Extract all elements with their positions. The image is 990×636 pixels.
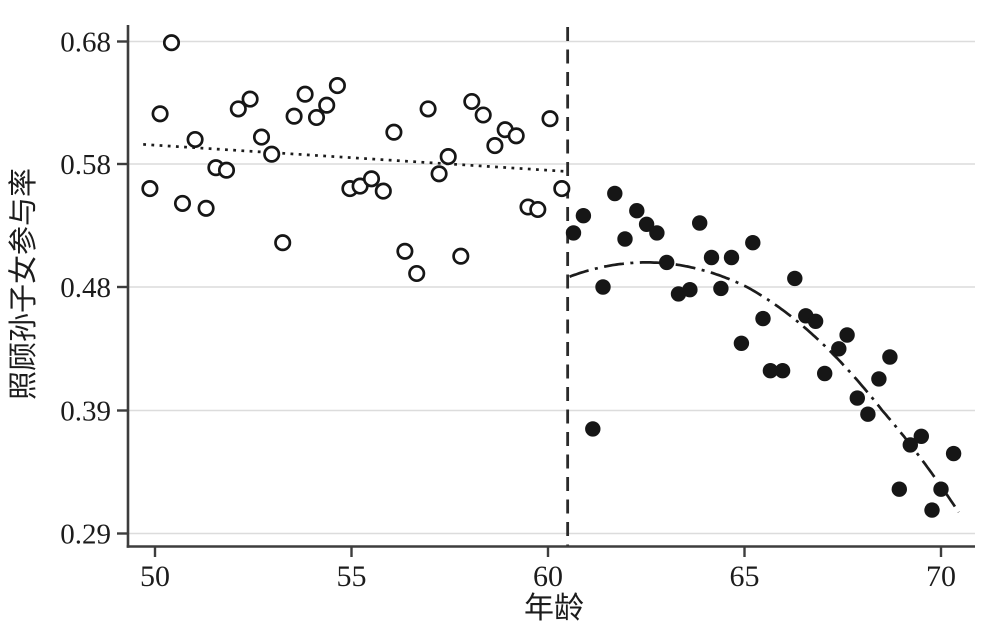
scatter-point-filled: [682, 282, 698, 298]
scatter-point-open: [474, 106, 492, 124]
scatter-point-filled: [831, 341, 847, 357]
fit-line-left-dotted: [143, 143, 566, 173]
scatter-point-filled: [882, 349, 898, 365]
x-tick-label: 55: [337, 560, 367, 593]
scatter-point-filled: [595, 279, 611, 295]
scatter-point-open: [197, 199, 215, 217]
scatter-point-filled: [817, 365, 833, 382]
scatter-point-filled: [891, 481, 907, 497]
scatter-point-filled: [659, 254, 675, 271]
scatter-point-open: [318, 96, 336, 114]
y-axis-title: 照顾孙子女参与率: [7, 168, 40, 400]
scatter-point-filled: [585, 421, 601, 437]
scatter-point-filled: [924, 502, 940, 518]
scatter-point-open: [263, 145, 281, 163]
axes-layer: 0.68 0.58 0.48 0.39 0.29 50 55 60 65 70: [60, 25, 975, 593]
scatter-point-open: [307, 108, 326, 127]
scatter-point-filled: [703, 249, 720, 266]
scatter-point-open: [529, 200, 547, 219]
scatter-point-filled: [692, 215, 708, 231]
scatter-point-filled: [638, 216, 655, 232]
scatter-points-layer: [141, 34, 962, 518]
scatter-point-open: [486, 137, 504, 155]
scatter-point-open: [374, 182, 392, 200]
scatter-point-open: [419, 100, 437, 118]
scatter-point-filled: [933, 481, 949, 497]
scatter-point-open: [186, 130, 204, 149]
scatter-point-filled: [871, 371, 887, 387]
scatter-point-filled: [774, 363, 791, 379]
scatter-point-open: [439, 148, 457, 166]
scatter-point-open: [430, 165, 448, 183]
scatter-point-open: [362, 170, 381, 188]
x-axis-title: 年龄: [524, 592, 584, 625]
scatter-point-open: [541, 110, 559, 128]
x-tick-label: 70: [926, 560, 956, 593]
scatter-point-filled: [733, 335, 750, 351]
scatter-point-filled: [913, 428, 929, 444]
scatter-point-filled: [787, 270, 803, 287]
scatter-point-open: [553, 180, 571, 198]
scatter-point-open: [452, 247, 470, 265]
scatter-point-filled: [902, 437, 918, 453]
scatter-point-filled: [575, 208, 592, 224]
scatter-point-filled: [945, 445, 962, 462]
scatter-point-filled: [807, 313, 824, 329]
x-tick-label: 60: [533, 560, 563, 593]
scatter-point-open: [229, 100, 247, 118]
scatter-point-open: [151, 105, 169, 123]
scatter-point-filled: [849, 390, 865, 406]
gridlines-layer: [128, 40, 975, 535]
scatter-point-open: [141, 180, 159, 198]
scatter-point-open: [463, 92, 481, 111]
scatter-point-filled: [755, 310, 771, 327]
scatter-point-filled: [860, 406, 876, 422]
scatter-point-open: [296, 85, 314, 103]
y-tick-label: 0.39: [60, 396, 111, 428]
y-tick-label: 0.58: [60, 149, 111, 181]
x-tick-label: 65: [730, 560, 760, 593]
scatter-point-filled: [839, 327, 855, 343]
scatter-point-filled: [607, 185, 623, 202]
scatter-point-open: [241, 90, 259, 108]
y-tick-label: 0.68: [60, 27, 111, 59]
scatter-point-filled: [745, 235, 761, 251]
scatter-point-filled: [617, 231, 633, 247]
fit-lines-layer: [143, 143, 960, 514]
scatter-point-open: [162, 34, 181, 52]
scatter-point-open: [507, 127, 525, 145]
scatter-point-filled: [723, 249, 740, 266]
scatter-point-open: [328, 77, 346, 95]
scatter-point-filled: [762, 363, 779, 379]
scatter-point-open: [396, 242, 414, 260]
y-tick-label: 0.29: [60, 519, 111, 551]
scatter-point-open: [285, 107, 303, 125]
scatter-point-open: [217, 161, 236, 179]
scatter-point-filled: [565, 225, 582, 241]
scatter-point-open: [173, 194, 192, 212]
scatter-point-open: [252, 128, 271, 146]
x-tick-label: 50: [140, 560, 170, 593]
fit-curve-right-dashdot: [569, 261, 960, 514]
scatter-point-open: [385, 123, 403, 141]
scatter-point-open: [274, 234, 292, 252]
y-tick-label: 0.48: [60, 272, 111, 304]
scatter-point-filled: [649, 225, 665, 241]
scatter-point-filled: [713, 280, 729, 297]
scatter-point-open: [408, 264, 426, 283]
scatter-point-filled: [629, 203, 645, 219]
